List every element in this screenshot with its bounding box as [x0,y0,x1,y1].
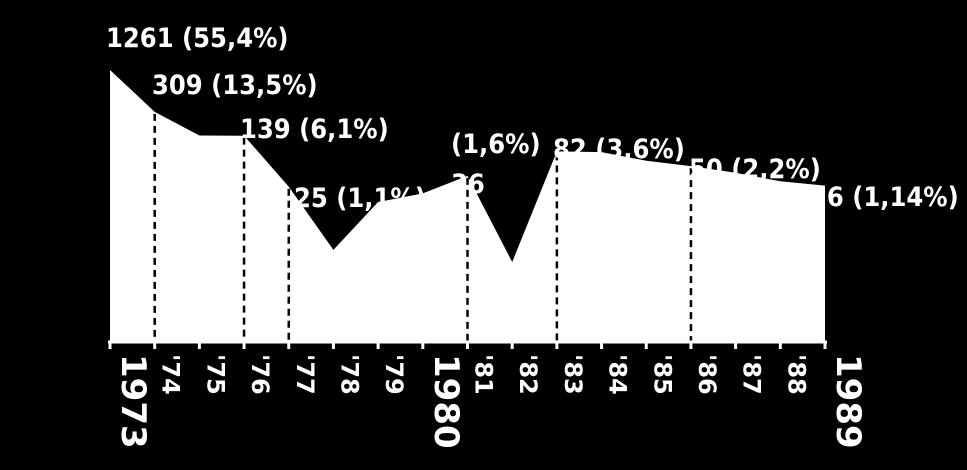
dashed-markers [153,113,693,342]
annotation-label: (1,6%) [451,129,541,160]
x-tick-label: 1973 [113,354,153,449]
annotations: 1261 (55,4%) 309 (13,5%) 139 (6,1%) 25 (1,1… [106,23,959,214]
annotation-label: 36 [451,169,485,200]
annotation-label: 1261 (55,4%) [106,23,289,54]
annotation-label: 139 (6,1%) [240,114,389,145]
x-tick-label: '78 [335,354,363,395]
x-tick-label: '84 [604,354,632,395]
x-tick-label: '85 [648,354,676,395]
annotation-label: 26 (1,14%) [810,182,959,213]
x-tick-label: '74 [157,354,185,395]
x-tick-label: 1980 [426,354,466,449]
x-tick-label: '76 [246,354,274,395]
x-tick-label: 1989 [828,354,868,449]
annotation-label: 82 (3,6%) [553,134,685,165]
x-tick-label: '88 [782,354,810,395]
x-tick-label: '86 [693,354,721,395]
x-axis-ticks: 1973'74 '75 '76 '77 '78 '79 1980'81 '82 '83 '84 '8… [108,342,868,449]
x-tick-label: '75 [201,354,229,395]
x-tick-label: '77 [291,354,319,395]
x-tick-label: '83 [559,354,587,395]
annotation-label: 25 (1,1%) [294,183,426,214]
annotation-label: 50 (2,2%) [689,154,821,185]
annotation-label: 309 (13,5%) [152,70,318,101]
x-tick-label: '87 [738,354,766,395]
x-tick-label: '79 [380,354,408,395]
x-tick-label: '82 [514,354,542,395]
x-tick-label: '81 [470,354,498,395]
